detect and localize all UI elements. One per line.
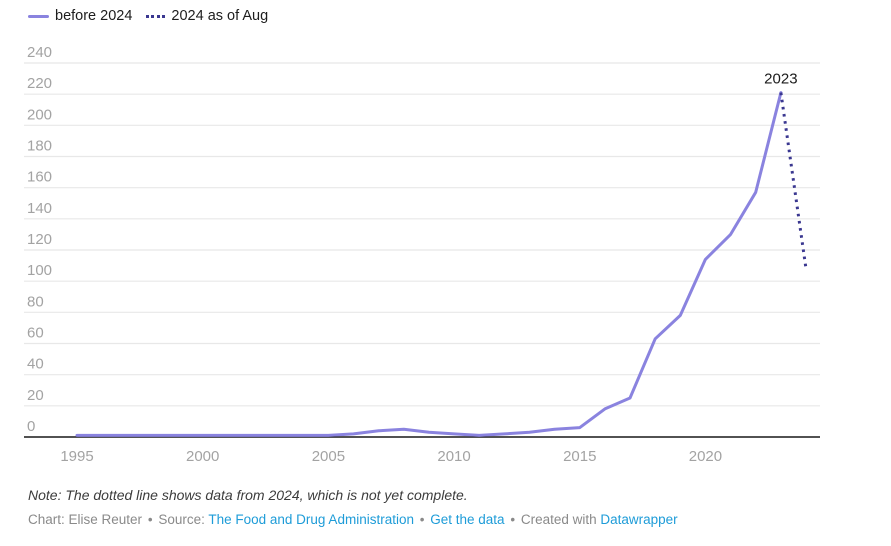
source-link[interactable]: The Food and Drug Administration: [208, 512, 414, 527]
y-tick-label: 220: [27, 75, 52, 92]
y-tick-label: 140: [27, 200, 52, 217]
peak-year-annotation: 2023: [764, 71, 797, 88]
legend: before 2024 2024 as of Aug: [28, 8, 268, 24]
datawrapper-link[interactable]: Datawrapper: [600, 512, 678, 527]
y-tick-label: 180: [27, 138, 52, 155]
get-the-data-link[interactable]: Get the data: [430, 512, 505, 527]
chart-credit: Chart: Elise Reuter: [28, 512, 143, 527]
y-tick-label: 80: [27, 293, 44, 310]
source-label: Source:: [158, 512, 205, 527]
x-tick-label: 1995: [60, 448, 93, 465]
y-tick-label: 60: [27, 325, 44, 342]
y-tick-label: 120: [27, 231, 52, 248]
y-tick-label: 0: [27, 418, 35, 435]
separator-dot: •: [419, 512, 425, 527]
y-tick-label: 160: [27, 169, 52, 186]
legend-label: before 2024: [55, 8, 133, 24]
y-tick-label: 40: [27, 356, 44, 373]
y-tick-label: 200: [27, 106, 52, 123]
dotted-line-swatch-icon: [146, 14, 166, 18]
created-with-label: Created with: [520, 512, 597, 527]
x-tick-label: 2010: [437, 448, 470, 465]
legend-label: 2024 as of Aug: [171, 8, 269, 24]
legend-item-2024-as-of-aug: 2024 as of Aug: [146, 8, 268, 24]
separator-dot: •: [147, 512, 153, 527]
x-tick-label: 2015: [563, 448, 596, 465]
y-tick-label: 240: [27, 44, 52, 61]
chart-attribution: Chart: Elise Reuter • Source: The Food a…: [28, 512, 678, 527]
solid-line-swatch-icon: [28, 14, 49, 18]
separator-dot: •: [510, 512, 516, 527]
y-tick-label: 100: [27, 262, 52, 279]
series-line-dotted: [779, 92, 808, 269]
y-tick-label: 20: [27, 387, 44, 404]
x-tick-label: 2020: [689, 448, 722, 465]
legend-item-before-2024: before 2024: [28, 8, 132, 24]
series-line-solid: [75, 91, 783, 437]
chart-note: Note: The dotted line shows data from 20…: [28, 487, 468, 503]
x-tick-label: 2000: [186, 448, 219, 465]
x-tick-label: 2005: [312, 448, 345, 465]
